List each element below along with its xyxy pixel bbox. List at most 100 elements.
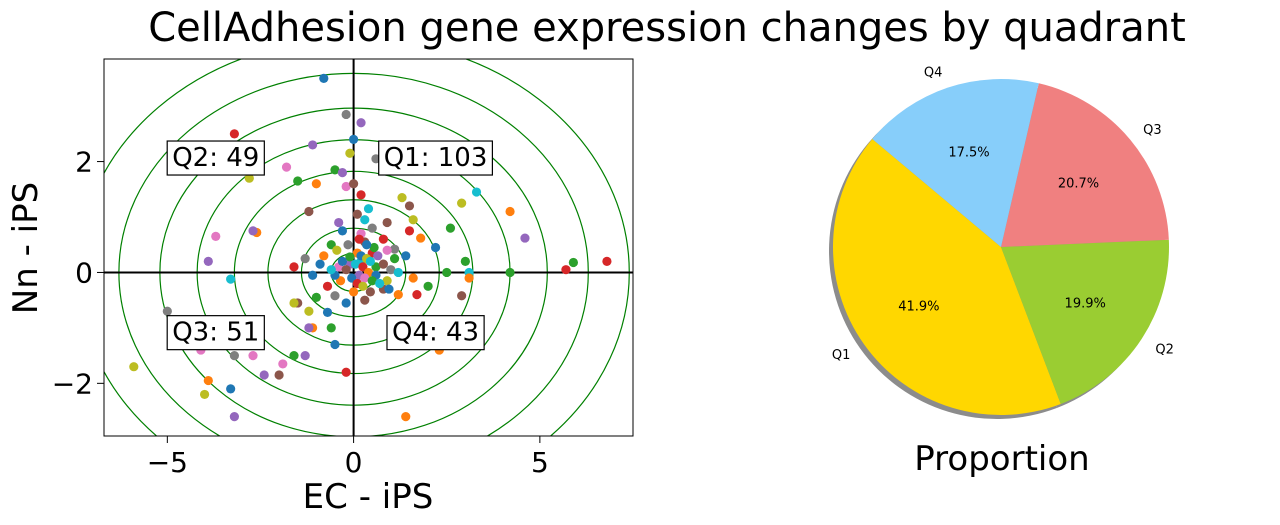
scatter-point [457, 198, 467, 208]
quadrant-label-q4: Q4: 43 [386, 315, 485, 351]
scatter-point [129, 362, 139, 372]
y-axis-label: Nn - iPS [6, 182, 46, 314]
scatter-point [229, 129, 239, 139]
scatter-point [248, 226, 258, 236]
quadrant-label-box [386, 315, 485, 351]
scatter-point [384, 284, 394, 294]
scatter-point [354, 234, 364, 244]
scatter-point [412, 290, 422, 300]
quadrant-labels: Q2: 49 Q1: 103 Q3: 51 Q4: 43 [166, 140, 493, 351]
scatter-point [442, 267, 452, 278]
scatter-point [348, 287, 359, 297]
scatter-point [568, 257, 578, 268]
scatter-point [464, 273, 474, 283]
quadrant-label-box [166, 140, 265, 176]
scatter-point [226, 384, 236, 394]
quadrant-label-q1: Q1: 103 [378, 140, 493, 176]
pie-percent-label: 17.5% [948, 145, 989, 160]
scatter-point [289, 298, 299, 308]
scatter-point [416, 233, 426, 243]
scatter-point [373, 251, 383, 261]
scatter-point [343, 240, 353, 250]
pie-slice-q3: Q3 20.7% [1001, 83, 1169, 247]
scatter-point [602, 256, 612, 266]
scatter-point [322, 281, 333, 291]
scatter-point [229, 411, 239, 422]
scatter-point [367, 276, 377, 286]
scatter-point [386, 265, 396, 275]
scatter-point [350, 259, 361, 269]
pie-label: Q1 [832, 348, 851, 363]
pie-label: Q2 [1155, 343, 1174, 358]
scatter-point [382, 217, 392, 228]
quadrant-label-text: Q4: 43 [392, 318, 479, 348]
scatter-point [315, 259, 325, 269]
scatter-point [382, 276, 392, 286]
scatter-point [382, 245, 392, 255]
scatter-point [360, 273, 370, 283]
scatter-point [248, 351, 258, 361]
scatter-point [561, 265, 571, 275]
scatter-point [408, 215, 418, 225]
scatter-point [404, 201, 415, 211]
scatter-point [326, 265, 336, 275]
quadrant-label-text: Q3: 51 [172, 318, 259, 348]
scatter-point [308, 270, 318, 280]
scatter-point [341, 367, 351, 377]
pie-wedge [833, 139, 1061, 415]
scatter-point [358, 281, 368, 291]
scatter-point [281, 162, 292, 172]
scatter-point [226, 274, 236, 284]
scatter-point [389, 253, 400, 264]
pie-chart: Q1 41.9% Q2 19.9% Q3 20.7% Q4 17.5% [829, 66, 1174, 419]
scatter-point [311, 292, 321, 302]
scatter-point [322, 307, 333, 317]
quadrant-label-q3: Q3: 51 [166, 315, 265, 351]
scatter-point [332, 245, 342, 255]
scatter-point [408, 273, 418, 283]
scatter-point [345, 148, 355, 158]
scatter-point [341, 109, 351, 120]
y-tick-label: 2 [75, 146, 93, 179]
pie-label: Q3 [1143, 123, 1162, 138]
scatter-point [341, 298, 351, 308]
scatter-plot: Q2: 49 Q1: 103 Q3: 51 Q4: 43 −5 0 5 −2 0 2 EC -… [6, 58, 634, 517]
scatter-point [304, 206, 314, 217]
x-tick-label: −5 [147, 446, 188, 479]
pie-wedge [1001, 239, 1169, 405]
scatter-point [330, 165, 340, 175]
scatter-point [244, 173, 254, 183]
scatter-point [203, 375, 213, 386]
scatter-point [199, 389, 210, 400]
scatter-point [337, 226, 348, 236]
scatter-point [289, 262, 299, 272]
y-ticks: −2 0 2 [52, 146, 104, 400]
figure-title: CellAdhesion gene expression changes by … [148, 5, 1186, 51]
scatter-point [345, 252, 355, 262]
scatter-point [378, 234, 389, 244]
scatter-point [319, 251, 329, 261]
scatter-point [505, 267, 515, 278]
scatter-point [430, 242, 441, 253]
scatter-point [356, 118, 366, 128]
pie-percent-label: 19.9% [1065, 296, 1106, 311]
scatter-point [460, 256, 470, 266]
scatter-point [300, 253, 310, 264]
scatter-points [129, 73, 612, 422]
scatter-point [363, 204, 374, 214]
scatter-point [308, 140, 318, 150]
scatter-point [326, 323, 336, 333]
scatter-point [360, 215, 370, 225]
scatter-point [445, 223, 456, 233]
quadrant-label-box [166, 315, 265, 351]
scatter-point [457, 291, 467, 301]
scatter-point [335, 276, 346, 286]
scatter-point [365, 256, 375, 266]
scatter-point [375, 278, 385, 289]
scatter-point [505, 206, 515, 217]
scatter-point [352, 209, 362, 219]
scatter-point [319, 73, 329, 84]
scatter-point [348, 134, 359, 144]
scatter-point [334, 217, 344, 228]
scatter-point [311, 179, 321, 189]
